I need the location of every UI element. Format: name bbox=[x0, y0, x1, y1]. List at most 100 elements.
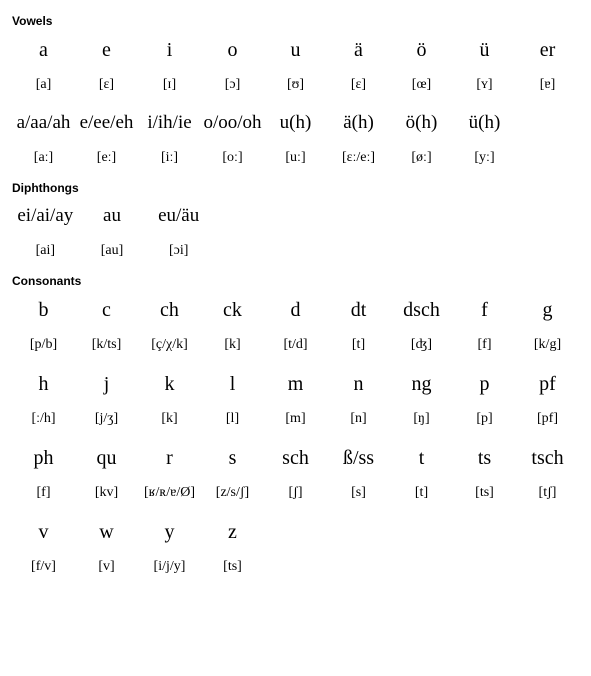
letter-cell: pf bbox=[516, 366, 579, 402]
ipa-cell: [ɛ] bbox=[75, 74, 138, 102]
diphthongs-grid: ei/ai/ay au eu/äu [ai] [au] [ɔi] bbox=[12, 199, 212, 268]
letter-cell: ts bbox=[453, 440, 516, 476]
ipa-cell: [p] bbox=[453, 408, 516, 436]
ipa-cell: [iː] bbox=[138, 147, 201, 175]
letter-cell: dsch bbox=[390, 292, 453, 328]
letter-cell: k bbox=[138, 366, 201, 402]
empty-cell bbox=[327, 514, 390, 550]
letter-cell: o bbox=[201, 32, 264, 68]
ipa-cell: [ɐ] bbox=[516, 74, 579, 102]
letter-cell: u(h) bbox=[264, 106, 327, 141]
ipa-cell: [ɪ] bbox=[138, 74, 201, 102]
empty-cell bbox=[516, 556, 579, 584]
ipa-cell: [z/s/ʃ] bbox=[201, 482, 264, 510]
empty-cell bbox=[516, 514, 579, 550]
letter-cell: p bbox=[453, 366, 516, 402]
section-title-consonants: Consonants bbox=[12, 274, 579, 288]
letter-cell: ß/ss bbox=[327, 440, 390, 476]
ipa-cell: [a] bbox=[12, 74, 75, 102]
ipa-cell: [t] bbox=[327, 334, 390, 362]
ipa-cell: [i/j/y] bbox=[138, 556, 201, 584]
letter-cell: s bbox=[201, 440, 264, 476]
ipa-cell: [ts] bbox=[201, 556, 264, 584]
ipa-cell: [ː/h] bbox=[12, 408, 75, 436]
letter-cell: l bbox=[201, 366, 264, 402]
ipa-cell: [ŋ] bbox=[390, 408, 453, 436]
letter-cell: ng bbox=[390, 366, 453, 402]
ipa-cell: [au] bbox=[79, 240, 146, 268]
letter-cell: n bbox=[327, 366, 390, 402]
ipa-cell: [ɛː/eː] bbox=[327, 147, 390, 175]
letter-cell: qu bbox=[75, 440, 138, 476]
letter-cell: d bbox=[264, 292, 327, 328]
letter-cell: c bbox=[75, 292, 138, 328]
ipa-cell: [s] bbox=[327, 482, 390, 510]
letter-cell: ph bbox=[12, 440, 75, 476]
ipa-cell: [n] bbox=[327, 408, 390, 436]
ipa-cell: [ʊ] bbox=[264, 74, 327, 102]
ipa-cell: [k] bbox=[138, 408, 201, 436]
vowels-long-grid: a/aa/ah e/ee/eh i/ih/ie o/oo/oh u(h) ä(h… bbox=[12, 106, 579, 175]
letter-cell: ch bbox=[138, 292, 201, 328]
letter-cell: g bbox=[516, 292, 579, 328]
letter-cell: o/oo/oh bbox=[201, 106, 264, 141]
ipa-cell: [v] bbox=[75, 556, 138, 584]
letter-cell: sch bbox=[264, 440, 327, 476]
vowels-short-grid: a e i o u ä ö ü er [a] [ɛ] [ɪ] [ɔ] [ʊ] [… bbox=[12, 32, 579, 102]
ipa-cell: [tʃ] bbox=[516, 482, 579, 510]
ipa-cell: [ɔ] bbox=[201, 74, 264, 102]
ipa-cell: [eː] bbox=[75, 147, 138, 175]
ipa-cell: [ʃ] bbox=[264, 482, 327, 510]
letter-cell: z bbox=[201, 514, 264, 550]
ipa-cell: [ts] bbox=[453, 482, 516, 510]
ipa-cell: [øː] bbox=[390, 147, 453, 175]
ipa-cell: [l] bbox=[201, 408, 264, 436]
letter-cell: j bbox=[75, 366, 138, 402]
letter-cell: a bbox=[12, 32, 75, 68]
ipa-cell: [k] bbox=[201, 334, 264, 362]
letter-cell: eu/äu bbox=[145, 199, 212, 234]
letter-cell: r bbox=[138, 440, 201, 476]
ipa-cell: [ʁ/ʀ/ɐ/Ø] bbox=[138, 482, 201, 510]
ipa-cell: [t/d] bbox=[264, 334, 327, 362]
letter-cell: e bbox=[75, 32, 138, 68]
section-title-vowels: Vowels bbox=[12, 14, 579, 28]
ipa-cell: [ɛ] bbox=[327, 74, 390, 102]
letter-cell: ö(h) bbox=[390, 106, 453, 141]
empty-cell bbox=[264, 556, 327, 584]
section-title-diphthongs: Diphthongs bbox=[12, 181, 579, 195]
letter-cell: b bbox=[12, 292, 75, 328]
letter-cell: u bbox=[264, 32, 327, 68]
letter-cell: i bbox=[138, 32, 201, 68]
letter-cell: a/aa/ah bbox=[12, 106, 75, 141]
letter-cell: dt bbox=[327, 292, 390, 328]
letter-cell: v bbox=[12, 514, 75, 550]
letter-cell: ä bbox=[327, 32, 390, 68]
letter-cell: ü bbox=[453, 32, 516, 68]
ipa-cell: [pf] bbox=[516, 408, 579, 436]
ipa-cell: [j/ʒ] bbox=[75, 408, 138, 436]
letter-cell: m bbox=[264, 366, 327, 402]
ipa-cell: [aː] bbox=[12, 147, 75, 175]
letter-cell: er bbox=[516, 32, 579, 68]
empty-cell bbox=[453, 556, 516, 584]
ipa-cell: [uː] bbox=[264, 147, 327, 175]
ipa-cell: [f] bbox=[12, 482, 75, 510]
ipa-cell: [f/v] bbox=[12, 556, 75, 584]
letter-cell: t bbox=[390, 440, 453, 476]
letter-cell: tsch bbox=[516, 440, 579, 476]
ipa-cell: [ʤ] bbox=[390, 334, 453, 362]
letter-cell: i/ih/ie bbox=[138, 106, 201, 141]
consonants-row4: v w y z [f/v] [v] [i/j/y] [ts] bbox=[12, 514, 579, 584]
ipa-cell: [kv] bbox=[75, 482, 138, 510]
ipa-cell: [k/g] bbox=[516, 334, 579, 362]
ipa-cell: [k/ts] bbox=[75, 334, 138, 362]
ipa-cell: [ai] bbox=[12, 240, 79, 268]
ipa-cell: [ç/χ/k] bbox=[138, 334, 201, 362]
empty-cell bbox=[390, 514, 453, 550]
empty-cell bbox=[516, 147, 579, 175]
consonants-row1: b c ch ck d dt dsch f g [p/b] [k/ts] [ç/… bbox=[12, 292, 579, 362]
empty-cell bbox=[264, 514, 327, 550]
ipa-cell: [oː] bbox=[201, 147, 264, 175]
ipa-cell: [p/b] bbox=[12, 334, 75, 362]
